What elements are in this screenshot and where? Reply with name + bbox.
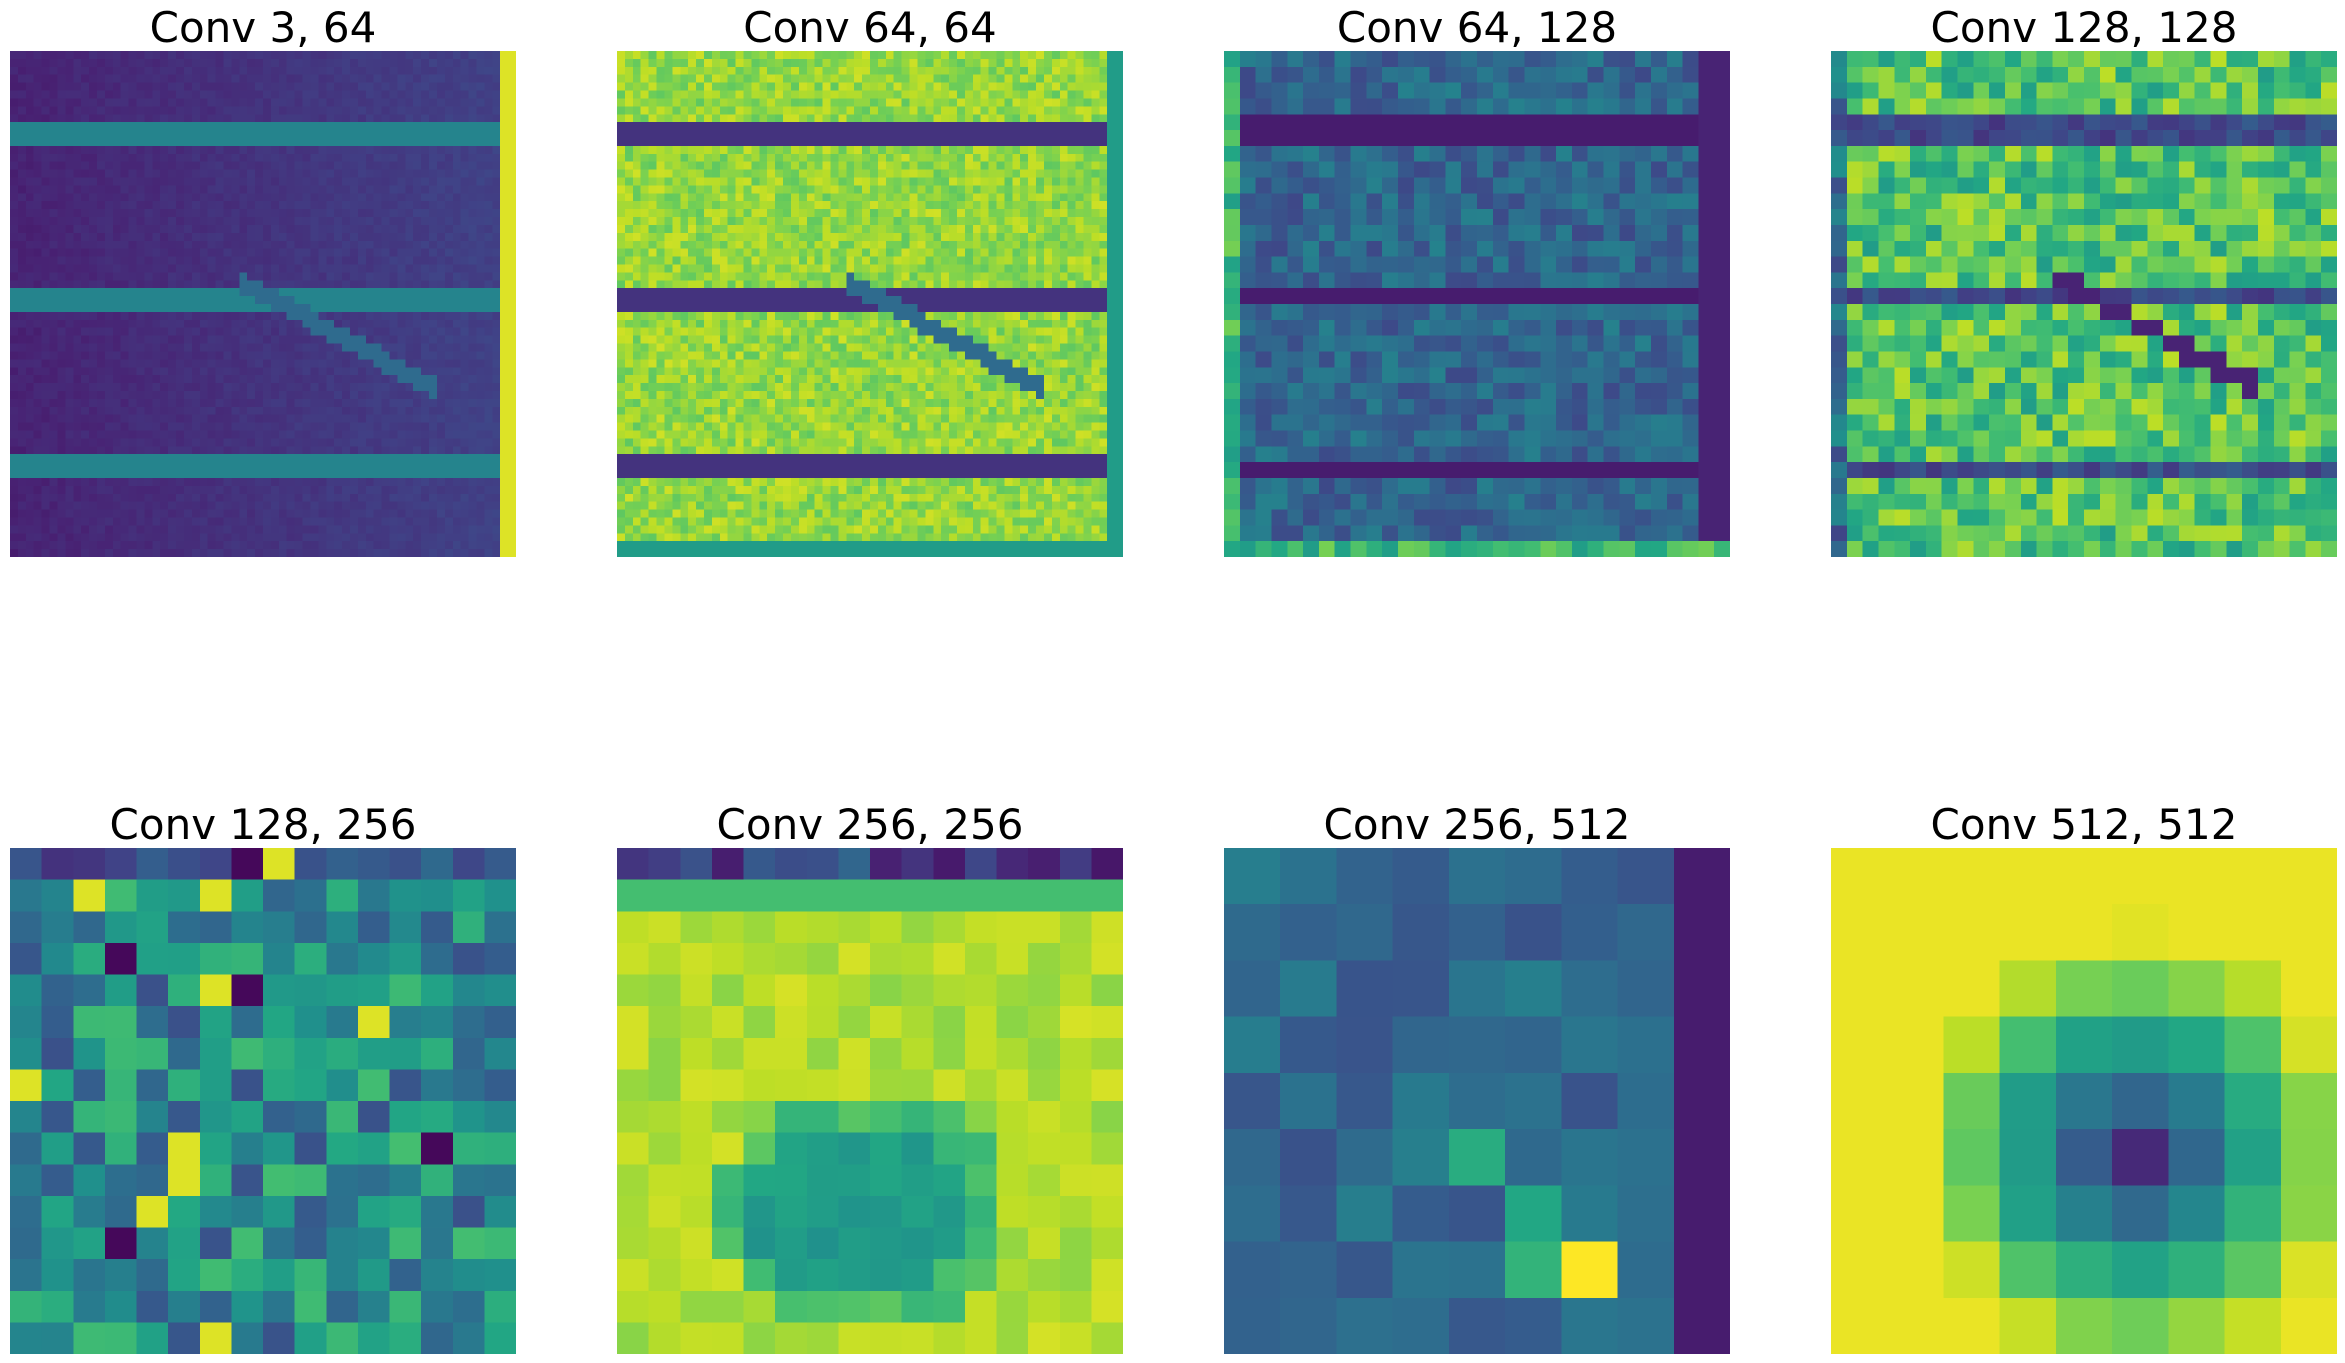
feature-map-image bbox=[617, 51, 1123, 557]
feature-map-image bbox=[1831, 848, 2337, 1354]
feature-map-image bbox=[10, 848, 516, 1354]
feature-map-image bbox=[1224, 848, 1730, 1354]
panel-title: Conv 128, 256 bbox=[109, 800, 417, 849]
panel-title: Conv 64, 64 bbox=[743, 3, 997, 52]
panel-title: Conv 3, 64 bbox=[149, 3, 377, 52]
panel-title: Conv 128, 128 bbox=[1930, 3, 2238, 52]
panel-title: Conv 256, 512 bbox=[1323, 800, 1631, 849]
feature-map-image bbox=[617, 848, 1123, 1354]
panel-title: Conv 256, 256 bbox=[716, 800, 1024, 849]
feature-map-image bbox=[1831, 51, 2337, 557]
feature-map-image bbox=[1224, 51, 1730, 557]
panel-title: Conv 64, 128 bbox=[1336, 3, 1618, 52]
panel-title: Conv 512, 512 bbox=[1930, 800, 2238, 849]
feature-map-image bbox=[10, 51, 516, 557]
